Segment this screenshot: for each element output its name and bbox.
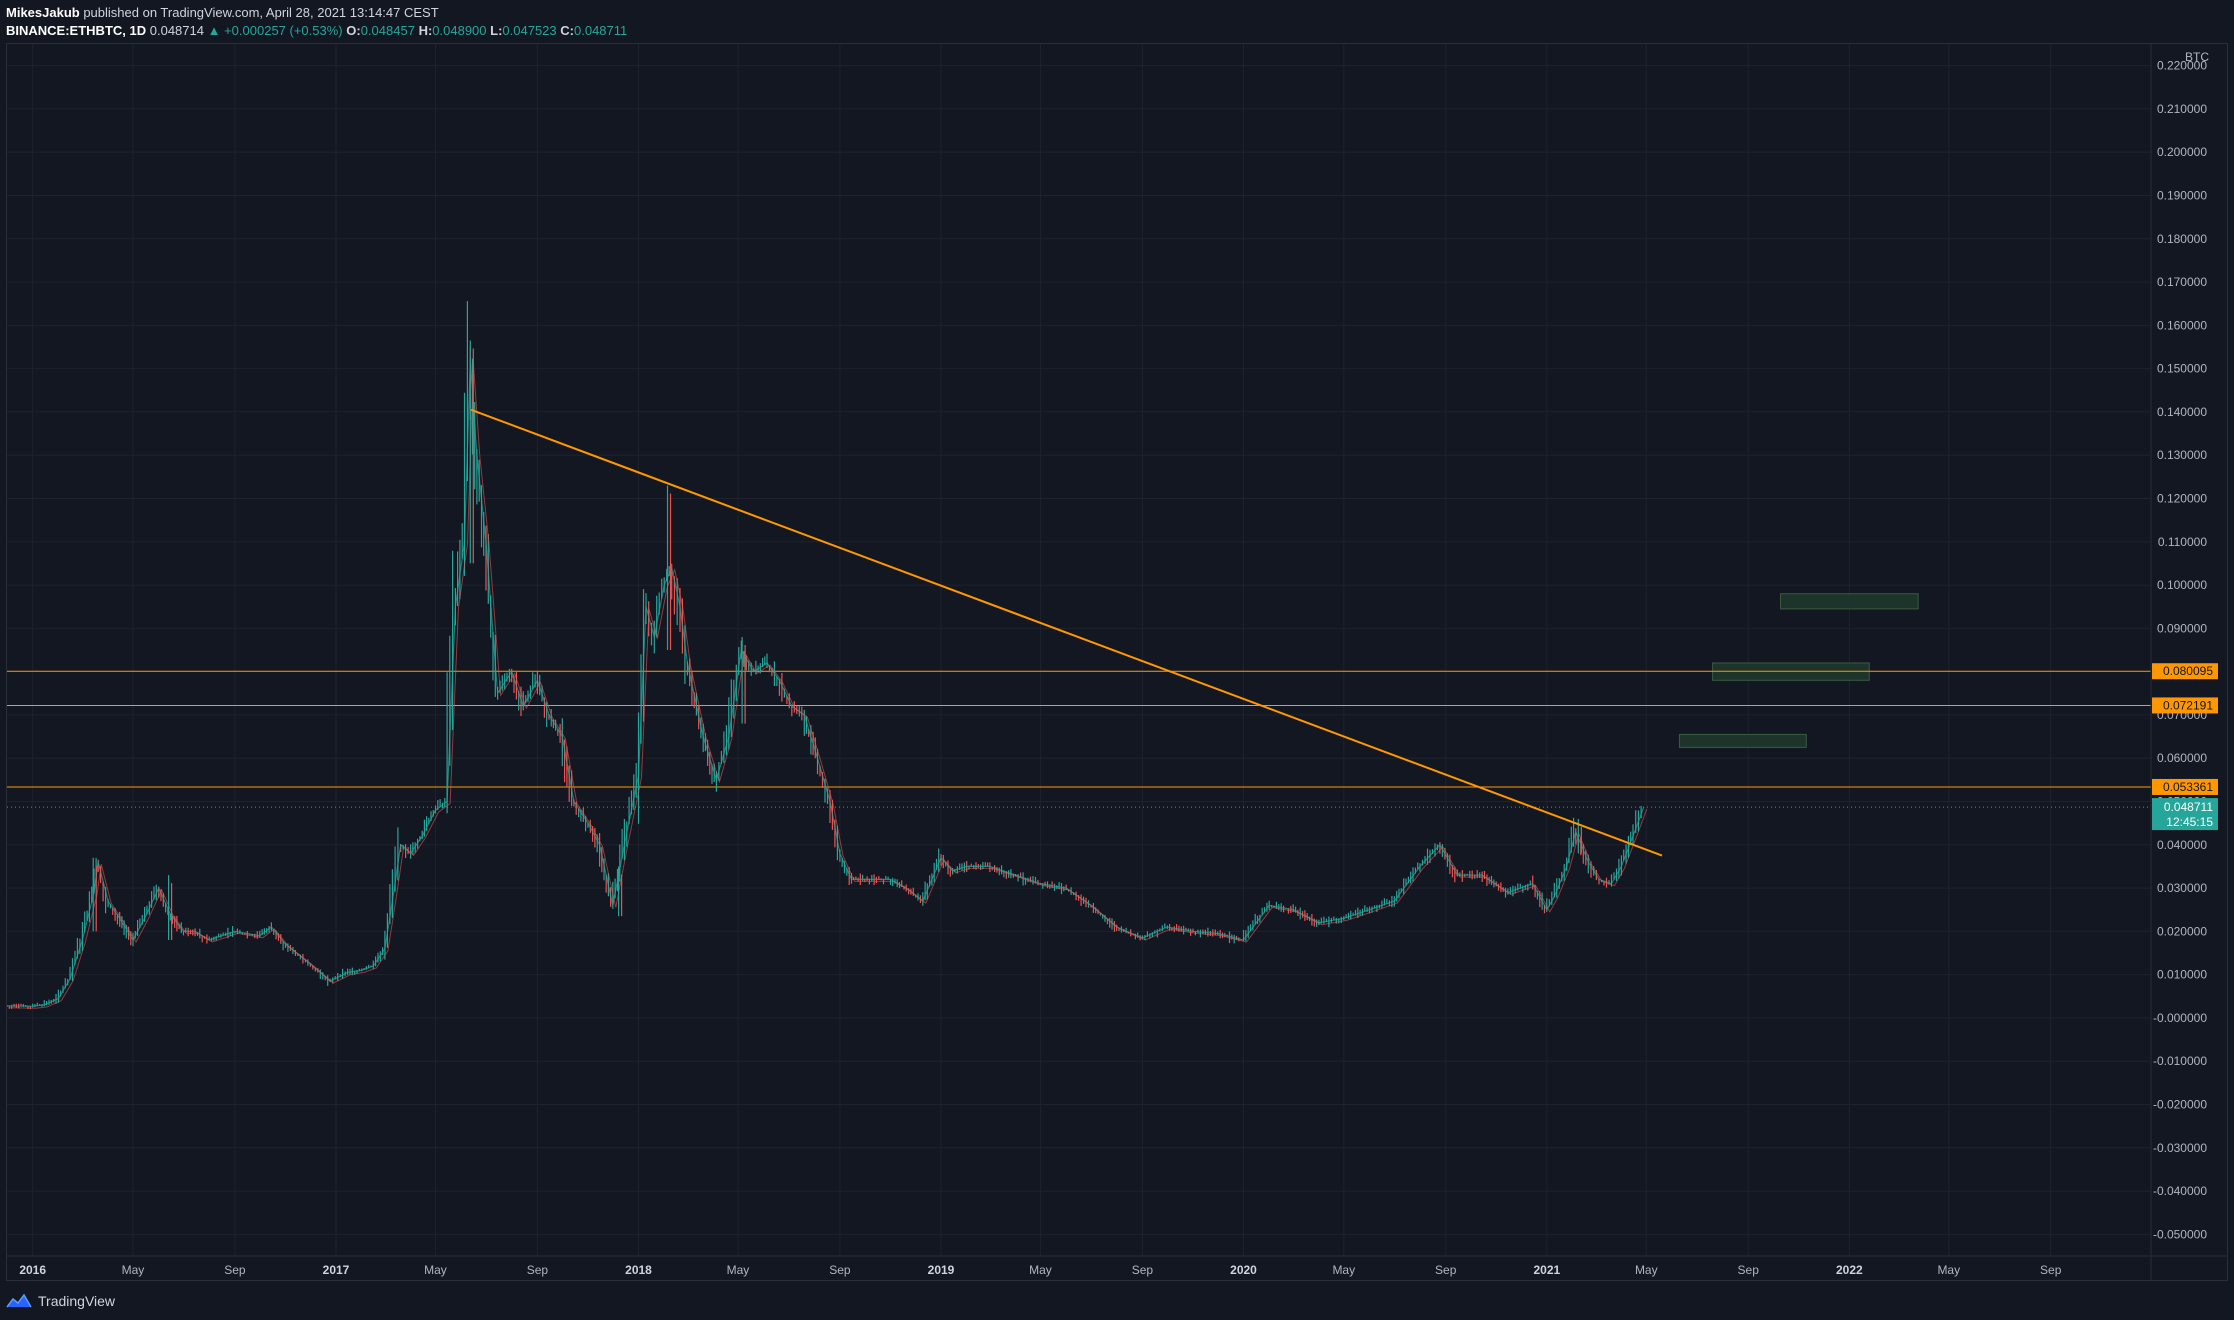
chart-pane[interactable]: BTC 0.220000 0.210000 0.200000 0.190000 0.18… — [6, 43, 2228, 1281]
y-tick-label: 0.030000 — [2157, 881, 2207, 895]
open-label: O: — [346, 23, 361, 38]
x-tick-label: Sep — [224, 1263, 246, 1277]
x-tick-label: 2022 — [1836, 1263, 1863, 1277]
price-spikes — [92, 340, 1582, 941]
x-tick-label: May — [1029, 1263, 1052, 1277]
price-line-up — [7, 359, 1645, 1007]
y-tick-label: 0.170000 — [2157, 275, 2207, 289]
x-tick-label: Sep — [1435, 1263, 1457, 1277]
price-axis[interactable]: 0.220000 0.210000 0.200000 0.190000 0.180000… — [2153, 59, 2207, 1242]
y-tick-label: 0.060000 — [2157, 751, 2207, 765]
y-tick-label: 0.090000 — [2157, 621, 2207, 635]
price-chart[interactable]: BTC 0.220000 0.210000 0.200000 0.190000 0.18… — [7, 44, 2227, 1280]
x-tick-label: May — [1332, 1263, 1355, 1277]
x-tick-label: Sep — [829, 1263, 851, 1277]
chart-header: MikesJakub published on TradingView.com,… — [6, 3, 2206, 41]
trendline-group — [470, 408, 1663, 857]
level-badge — [2152, 697, 2218, 714]
x-tick-label: 2017 — [323, 1263, 350, 1277]
target-zones — [1678, 593, 1919, 748]
y-tick-label: 0.140000 — [2157, 405, 2207, 419]
ohlc-legend: BINANCE:ETHBTC, 1D 0.048714 ▲ +0.000257 … — [6, 23, 627, 38]
x-tick-label: May — [424, 1263, 447, 1277]
x-tick-label: May — [1937, 1263, 1960, 1277]
footer: TradingView — [6, 1290, 115, 1312]
y-tick-label: 0.120000 — [2157, 492, 2207, 506]
x-tick-label: 2016 — [19, 1263, 46, 1277]
last-price-text: 0.048714 — [149, 23, 204, 38]
publish-info: MikesJakub published on TradingView.com,… — [6, 5, 439, 20]
x-tick-label: 2020 — [1230, 1263, 1257, 1277]
x-tick-label: May — [122, 1263, 145, 1277]
y-axis-unit: BTC — [2185, 50, 2209, 64]
x-tick-label: Sep — [2040, 1263, 2062, 1277]
last-price-label: 0.048711 — [2164, 800, 2213, 814]
last-price-badge — [2152, 798, 2218, 831]
y-tick-label: -0.040000 — [2153, 1184, 2207, 1198]
countdown-label: 12:45:15 — [2166, 815, 2213, 829]
y-tick-label: -0.000000 — [2153, 1011, 2207, 1025]
y-tick-label: -0.020000 — [2153, 1098, 2207, 1112]
y-tick-label: 0.110000 — [2158, 535, 2207, 549]
tradingview-logo-icon[interactable] — [6, 1293, 32, 1309]
high-value: 0.048900 — [432, 23, 487, 38]
target-zone[interactable] — [1678, 733, 1807, 748]
y-tick-label: 0.180000 — [2157, 232, 2207, 246]
y-tick-label: 0.160000 — [2157, 318, 2207, 332]
low-label: L: — [490, 23, 503, 38]
y-tick-label: 0.130000 — [2157, 448, 2207, 462]
close-label: C: — [560, 23, 574, 38]
x-tick-label: May — [1635, 1263, 1658, 1277]
y-tick-label: 0.040000 — [2157, 838, 2207, 852]
time-axis[interactable]: 2016 May Sep 2017 May Sep 2018 May Sep 2019 May Sep… — [19, 1263, 2061, 1277]
x-tick-label: May — [727, 1263, 750, 1277]
y-tick-label: -0.030000 — [2153, 1141, 2207, 1155]
author-name[interactable]: MikesJakub — [6, 5, 80, 20]
y-tick-label: -0.010000 — [2153, 1054, 2207, 1068]
level-badge-label: 0.053361 — [2163, 780, 2213, 794]
y-tick-label: 0.010000 — [2157, 968, 2207, 982]
y-tick-label: 0.200000 — [2157, 145, 2207, 159]
price-change: ▲ +0.000257 (+0.53%) — [207, 23, 343, 38]
x-tick-label: 2018 — [625, 1263, 652, 1277]
y-tick-label: -0.050000 — [2153, 1227, 2207, 1241]
x-tick-label: Sep — [1738, 1263, 1760, 1277]
x-tick-label: Sep — [527, 1263, 549, 1277]
x-tick-label: Sep — [1132, 1263, 1154, 1277]
y-tick-label: 0.190000 — [2157, 189, 2207, 203]
price-line-down — [9, 361, 1648, 1009]
level-badge — [2152, 778, 2218, 795]
x-tick-label: 2019 — [928, 1263, 955, 1277]
high-label: H: — [418, 23, 433, 38]
publish-text: published on TradingView.com, April 28, … — [83, 5, 439, 20]
level-badge-label: 0.080095 — [2163, 664, 2213, 678]
tradingview-brand[interactable]: TradingView — [38, 1293, 116, 1309]
y-tick-label: 0.020000 — [2157, 924, 2207, 938]
target-zone[interactable] — [1780, 593, 1919, 610]
open-value: 0.048457 — [360, 23, 415, 38]
price-series — [7, 301, 1648, 1010]
low-value: 0.047523 — [502, 23, 557, 38]
y-tick-label: 0.100000 — [2157, 578, 2207, 592]
horizontal-levels — [7, 670, 2151, 808]
y-tick-label: 0.220000 — [2157, 59, 2207, 73]
y-tick-label: 0.210000 — [2157, 102, 2207, 116]
level-badge — [2152, 663, 2218, 680]
y-tick-label: 0.150000 — [2157, 362, 2207, 376]
trendline[interactable] — [470, 408, 1663, 857]
close-value: 0.048711 — [574, 23, 628, 38]
x-tick-label: 2021 — [1533, 1263, 1560, 1277]
symbol-label[interactable]: BINANCE:ETHBTC, 1D — [6, 23, 147, 38]
grid-lines — [7, 44, 2151, 1256]
level-badge-label: 0.072191 — [2163, 698, 2213, 712]
